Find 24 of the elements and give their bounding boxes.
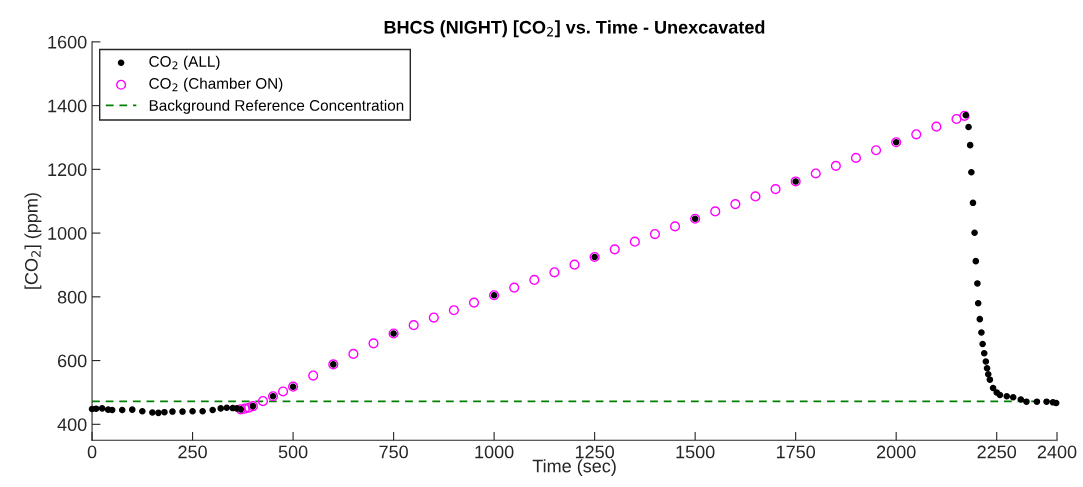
x-tick-label: 0 xyxy=(87,445,97,459)
y-tick-label: 400 xyxy=(57,418,87,432)
y-axis-title: [CO$_{2}$] (ppm) xyxy=(24,193,42,289)
y-tick-label: 800 xyxy=(57,290,87,304)
y-tick-label: 600 xyxy=(57,354,87,368)
x-tick-label: 1000 xyxy=(475,445,514,459)
x-tick-label: 1250 xyxy=(575,445,615,459)
x-axis-title: Time (sec) xyxy=(532,459,616,476)
legend-label: CO$_{2}$ (ALL) xyxy=(149,55,220,70)
x-tick-label: 2400 xyxy=(1037,445,1077,459)
x-tick-label: 1750 xyxy=(776,445,816,459)
x-tick-label: 500 xyxy=(278,445,308,459)
y-tick-label: 1200 xyxy=(48,163,87,177)
x-tick-label: 1500 xyxy=(676,445,715,459)
y-tick-label: 1000 xyxy=(48,227,87,240)
x-tick-label: 750 xyxy=(379,445,408,459)
legend-label: Background Reference Concentration xyxy=(149,99,404,114)
x-tick-label: 2250 xyxy=(977,445,1017,459)
y-tick-label: 1400 xyxy=(48,99,87,113)
chart-title: BHCS (NIGHT) [CO$_{2}$] vs. Time - Unexcavated xyxy=(384,20,765,38)
x-tick-label: 250 xyxy=(178,445,207,459)
legend-label: CO$_{2}$ (Chamber ON) xyxy=(149,77,283,92)
y-tick-label: 1600 xyxy=(48,35,87,49)
x-tick-label: 2000 xyxy=(877,445,916,459)
